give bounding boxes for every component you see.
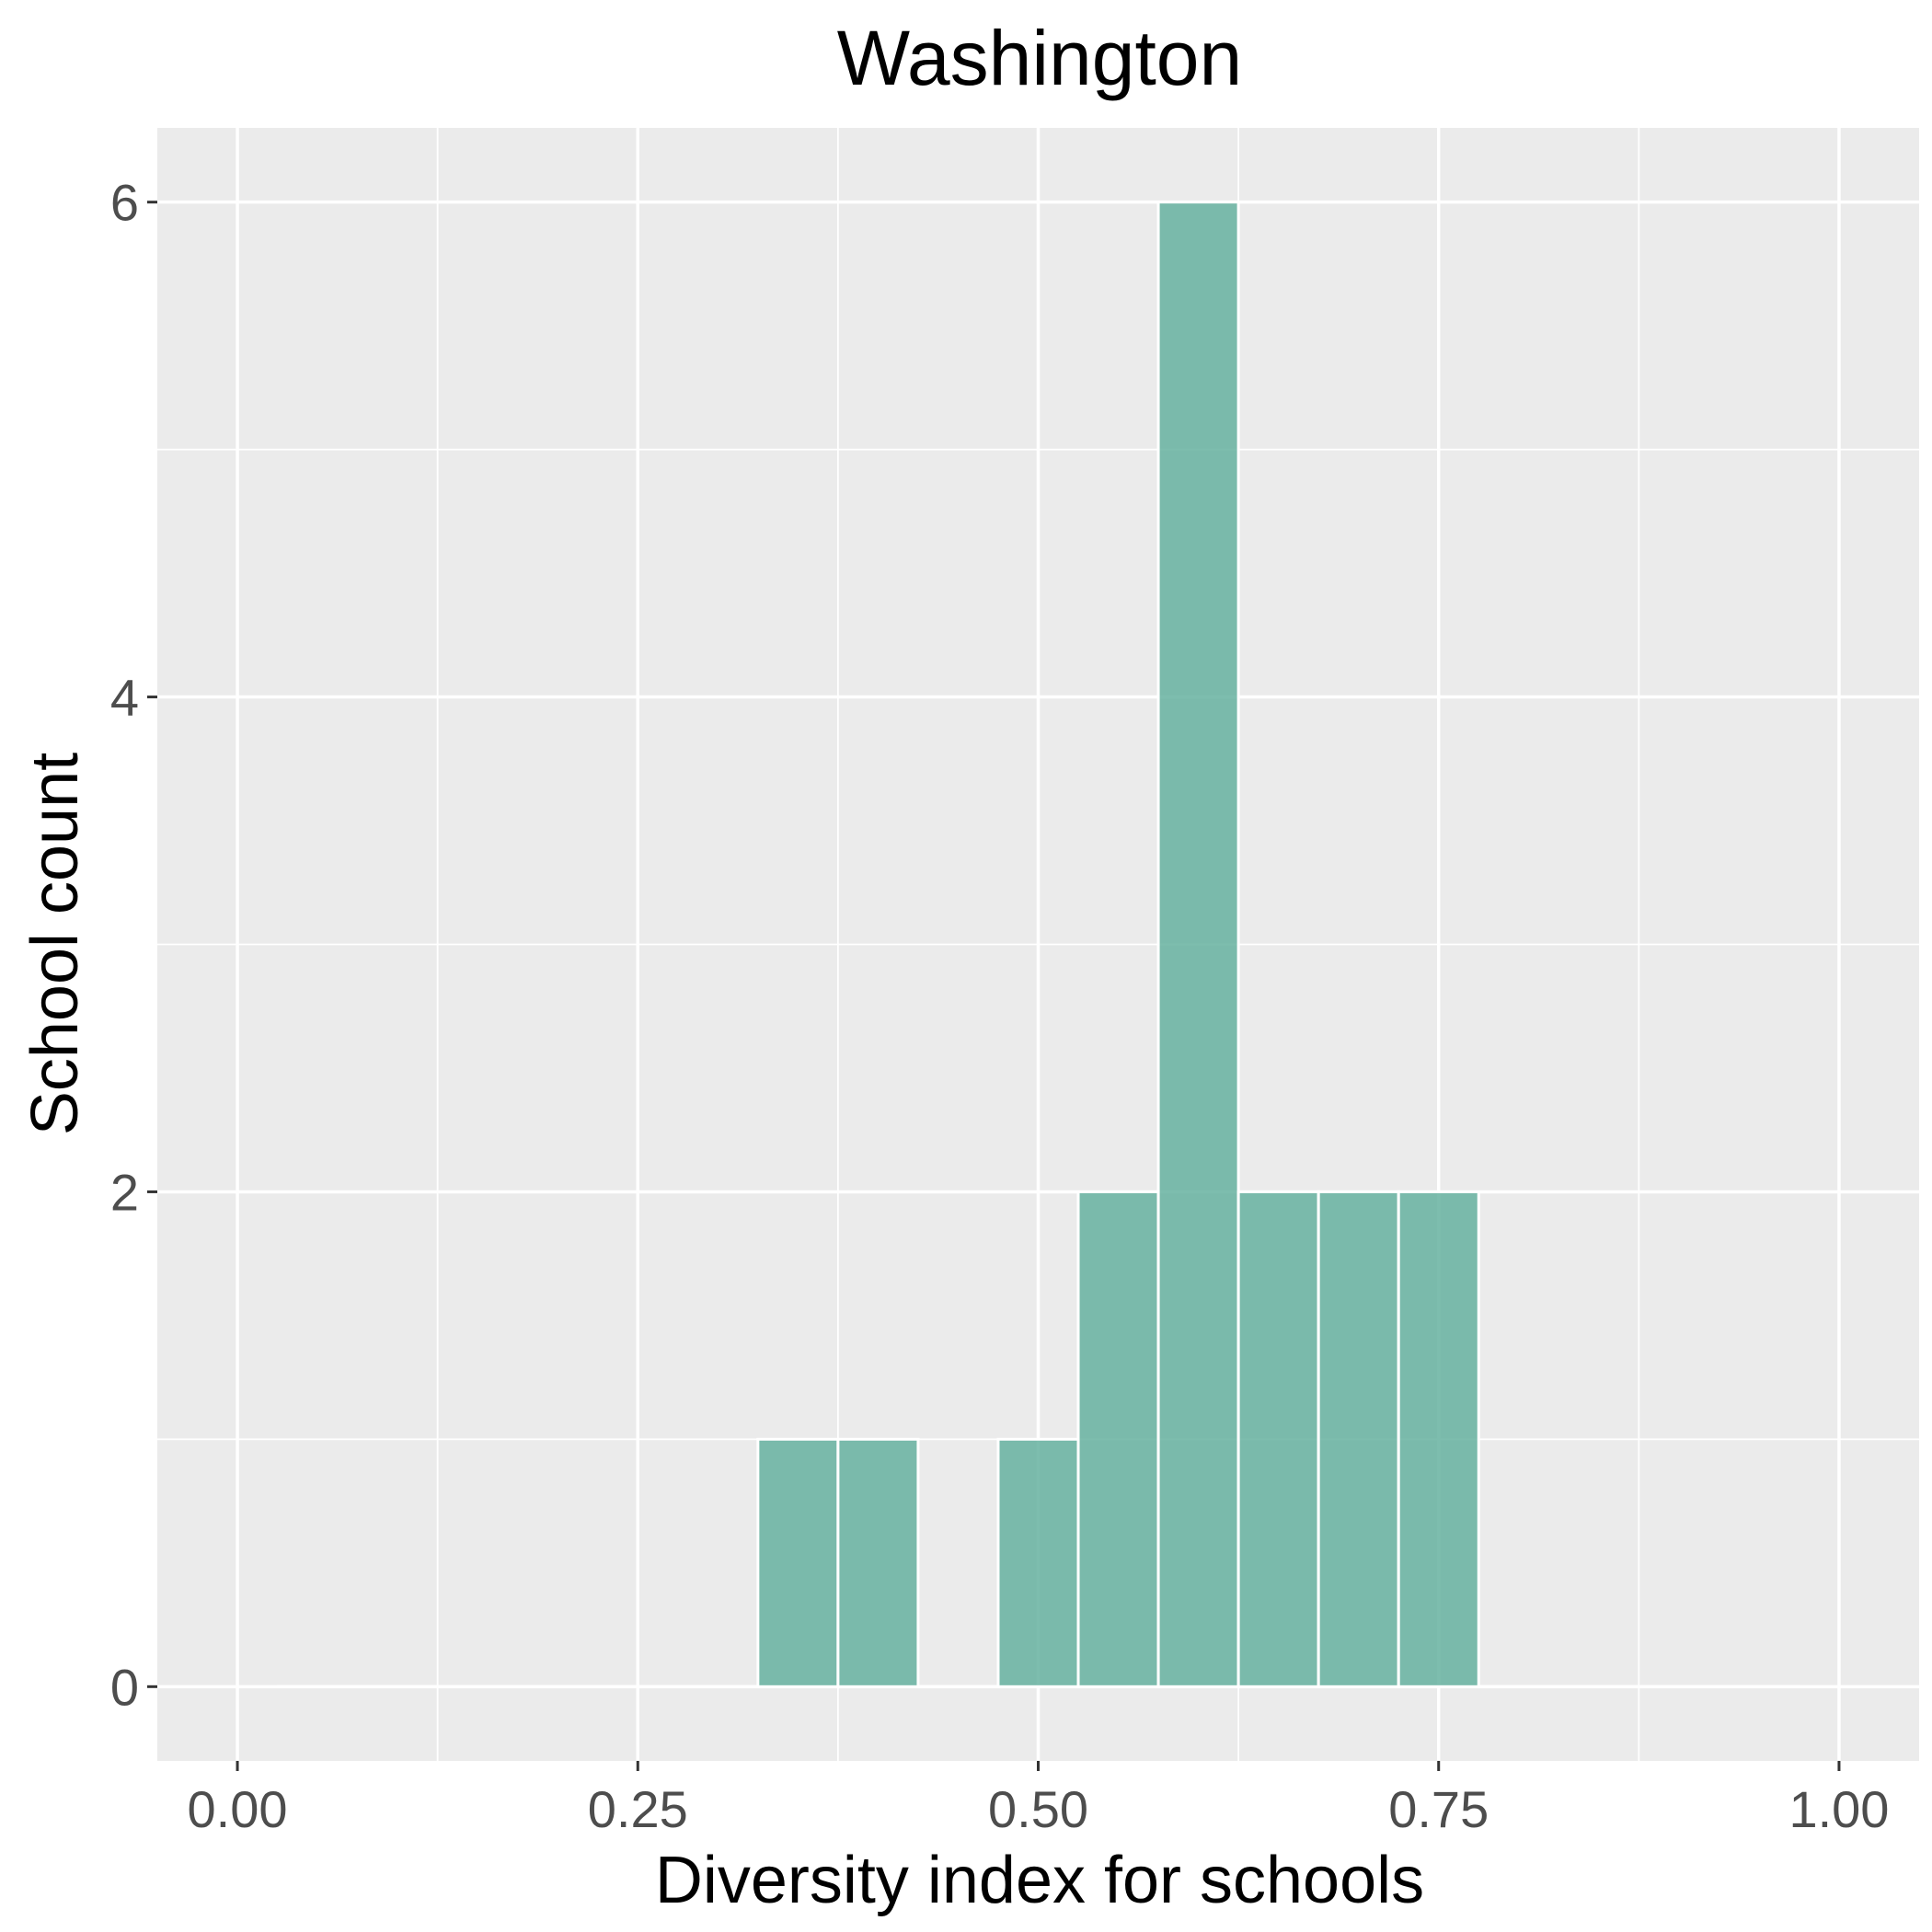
x-tick-label: 0.00 <box>188 1780 288 1838</box>
histogram-bar <box>1317 1190 1400 1688</box>
x-tick-label: 0.50 <box>988 1780 1088 1838</box>
y-axis-ticks: 0 2 4 6 <box>110 174 157 1716</box>
histogram-bar <box>756 1437 840 1688</box>
histogram-bars <box>276 201 1800 1688</box>
x-tick-label: 0.25 <box>588 1780 688 1838</box>
x-tick-label: 0.75 <box>1388 1780 1489 1838</box>
x-axis-ticks: 0.00 0.25 0.50 0.75 1.00 <box>188 1761 1889 1838</box>
histogram-bar <box>1076 1190 1160 1688</box>
chart-title: Washington <box>837 15 1242 101</box>
histogram-bar <box>1156 201 1240 1688</box>
y-tick-label: 4 <box>110 669 139 727</box>
histogram-bar <box>996 1437 1080 1688</box>
histogram-bar <box>836 1437 920 1688</box>
x-axis-title: Diversity index for schools <box>655 1844 1424 1917</box>
histogram-bar <box>1236 1190 1320 1688</box>
y-tick-label: 2 <box>110 1163 139 1221</box>
y-tick-label: 0 <box>110 1658 139 1716</box>
histogram-bar <box>1397 1190 1480 1688</box>
x-tick-label: 1.00 <box>1788 1780 1889 1838</box>
y-tick-label: 6 <box>110 174 139 232</box>
y-axis-title: School count <box>18 753 92 1135</box>
